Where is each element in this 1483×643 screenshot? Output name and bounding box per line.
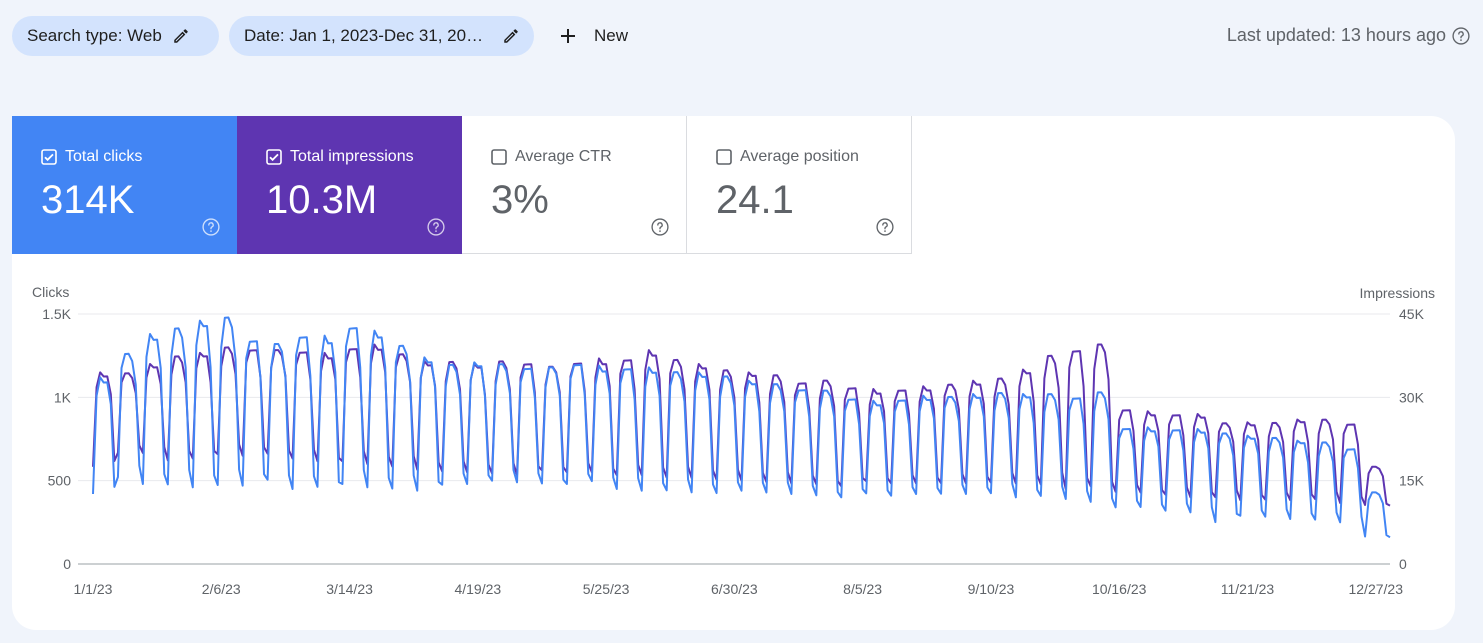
- y-left-tick-label: 0: [63, 556, 71, 572]
- y-right-tick-label: 30K: [1399, 389, 1425, 405]
- metric-label: Average CTR: [515, 148, 612, 165]
- y-left-tick-label: 1.5K: [42, 306, 71, 322]
- help-icon[interactable]: [875, 217, 895, 237]
- last-updated-text: Last updated: 13 hours ago: [1226, 25, 1446, 45]
- new-filter-button[interactable]: New: [556, 18, 628, 54]
- x-tick-label: 1/1/23: [74, 581, 113, 597]
- x-axis: 1/1/23 2/6/23 3/14/23 4/19/23 5/25/23 6/30/23…: [74, 581, 1404, 597]
- checkbox-unchecked-icon[interactable]: [491, 149, 507, 165]
- x-tick-label: 5/25/23: [583, 581, 630, 597]
- x-tick-label: 4/19/23: [454, 581, 501, 597]
- last-updated: Last updated: 13 hours ago: [1227, 25, 1471, 46]
- y-right-tick-label: 0: [1399, 556, 1407, 572]
- right-axis-title: Impressions: [1360, 285, 1435, 301]
- x-tick-label: 3/14/23: [326, 581, 373, 597]
- clicks-series-line: [92, 316, 1391, 539]
- y-right-tick-label: 45K: [1399, 306, 1425, 322]
- edit-pencil-icon: [504, 29, 518, 43]
- edit-pencil-icon: [174, 29, 188, 43]
- x-tick-label: 12/27/23: [1348, 581, 1403, 597]
- right-axis: 0 15K 30K 45K: [1399, 306, 1425, 572]
- metric-value: 24.1: [716, 178, 794, 222]
- x-tick-label: 2/6/23: [202, 581, 241, 597]
- help-icon[interactable]: [650, 217, 670, 237]
- y-right-tick-label: 15K: [1399, 473, 1425, 489]
- left-axis-title: Clicks: [32, 284, 69, 300]
- date-range-filter-chip[interactable]: Date: Jan 1, 2023-Dec 31, 20…: [229, 16, 534, 56]
- checkbox-checked-icon[interactable]: [41, 149, 57, 165]
- metric-average-ctr[interactable]: Average CTR 3%: [462, 116, 687, 254]
- metric-average-position[interactable]: Average position 24.1: [687, 116, 912, 254]
- x-tick-label: 10/16/23: [1092, 581, 1147, 597]
- metric-total-clicks[interactable]: Total clicks 314K: [12, 116, 237, 254]
- x-tick-label: 6/30/23: [711, 581, 758, 597]
- performance-card: Total clicks 314K Total impressions 10.3…: [12, 116, 1455, 630]
- y-left-tick-label: 1K: [54, 389, 72, 405]
- metric-label: Average position: [740, 148, 859, 165]
- metric-total-impressions[interactable]: Total impressions 10.3M: [237, 116, 462, 254]
- x-tick-label: 8/5/23: [843, 581, 882, 597]
- help-icon[interactable]: [201, 217, 221, 237]
- search-type-filter-label: Search type: Web: [27, 26, 162, 45]
- chart-series: [92, 316, 1391, 539]
- x-tick-label: 11/21/23: [1221, 581, 1275, 597]
- metric-value: 10.3M: [266, 178, 378, 222]
- help-icon[interactable]: [426, 217, 446, 237]
- new-filter-label: New: [594, 26, 629, 45]
- search-type-filter-chip[interactable]: Search type: Web: [12, 16, 219, 56]
- y-left-tick-label: 500: [48, 473, 72, 489]
- checkbox-unchecked-icon[interactable]: [716, 149, 732, 165]
- metric-label: Total clicks: [65, 148, 143, 165]
- x-tick-label: 9/10/23: [968, 581, 1015, 597]
- metric-value: 3%: [491, 178, 549, 222]
- performance-chart[interactable]: 0 500 1K 1.5K 0 15K 30K 45K 1/1/23 2/6/23 3/14/2…: [12, 254, 1455, 630]
- plus-icon: [561, 29, 575, 43]
- checkbox-checked-icon[interactable]: [266, 149, 282, 165]
- date-range-filter-label: Date: Jan 1, 2023-Dec 31, 20…: [244, 26, 484, 45]
- left-axis: 0 500 1K 1.5K: [42, 306, 71, 572]
- metric-value: 314K: [41, 178, 135, 222]
- help-icon[interactable]: [1451, 26, 1471, 46]
- metric-label: Total impressions: [290, 148, 414, 165]
